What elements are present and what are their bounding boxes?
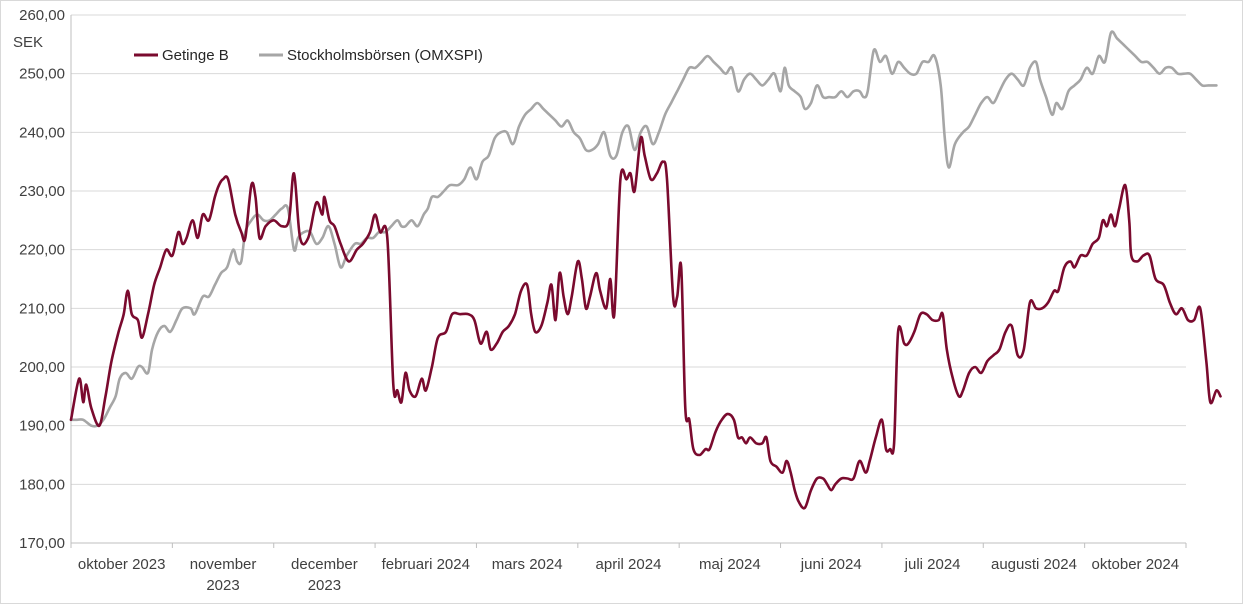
y-tick-label: 230,00 xyxy=(19,183,65,200)
x-tick-label: november 2023 xyxy=(190,556,257,594)
x-tick-label: maj 2024 xyxy=(699,556,761,573)
legend-item-getinge-b: Getinge B xyxy=(134,47,229,64)
x-tick-labels: oktober 2023 november 2023 december 2023 febr… xyxy=(78,556,1179,594)
y-tick-label: 210,00 xyxy=(19,300,65,317)
x-tick-label: december 2023 xyxy=(291,556,358,594)
legend-item-omxspi: Stockholmsbörsen (OMXSPI) xyxy=(259,47,483,64)
y-tick-label: 250,00 xyxy=(19,66,65,83)
legend-label: Stockholmsbörsen (OMXSPI) xyxy=(287,47,483,64)
y-tick-label: 260,00 xyxy=(19,7,65,24)
y-tick-label: 170,00 xyxy=(19,535,65,552)
x-tick-label: oktober 2024 xyxy=(1092,556,1180,573)
x-tick-label: april 2024 xyxy=(596,556,662,573)
x-tick-label: mars 2024 xyxy=(492,556,563,573)
x-tick-label: februari 2024 xyxy=(382,556,470,573)
axes xyxy=(70,15,1187,548)
x-tick-label: juli 2024 xyxy=(904,556,961,573)
y-tick-label: 200,00 xyxy=(19,359,65,376)
legend: Getinge B Stockholmsbörsen (OMXSPI) xyxy=(134,47,483,64)
y-tick-label: 180,00 xyxy=(19,476,65,493)
y-axis-label: SEK xyxy=(13,34,43,51)
series-lines xyxy=(69,30,1222,510)
y-tick-label: 220,00 xyxy=(19,242,65,259)
x-tick-label: augusti 2024 xyxy=(991,556,1077,573)
y-tick-labels: 170,00 180,00 190,00 200,00 210,00 220,00 230,… xyxy=(19,7,65,552)
x-tick-label: juni 2024 xyxy=(800,556,862,573)
x-tick-label: oktober 2023 xyxy=(78,556,166,573)
y-tick-label: 240,00 xyxy=(19,124,65,141)
gridlines xyxy=(71,14,1186,485)
y-tick-label: 190,00 xyxy=(19,418,65,435)
series-line-getinge-b xyxy=(69,135,1222,510)
legend-label: Getinge B xyxy=(162,47,229,64)
